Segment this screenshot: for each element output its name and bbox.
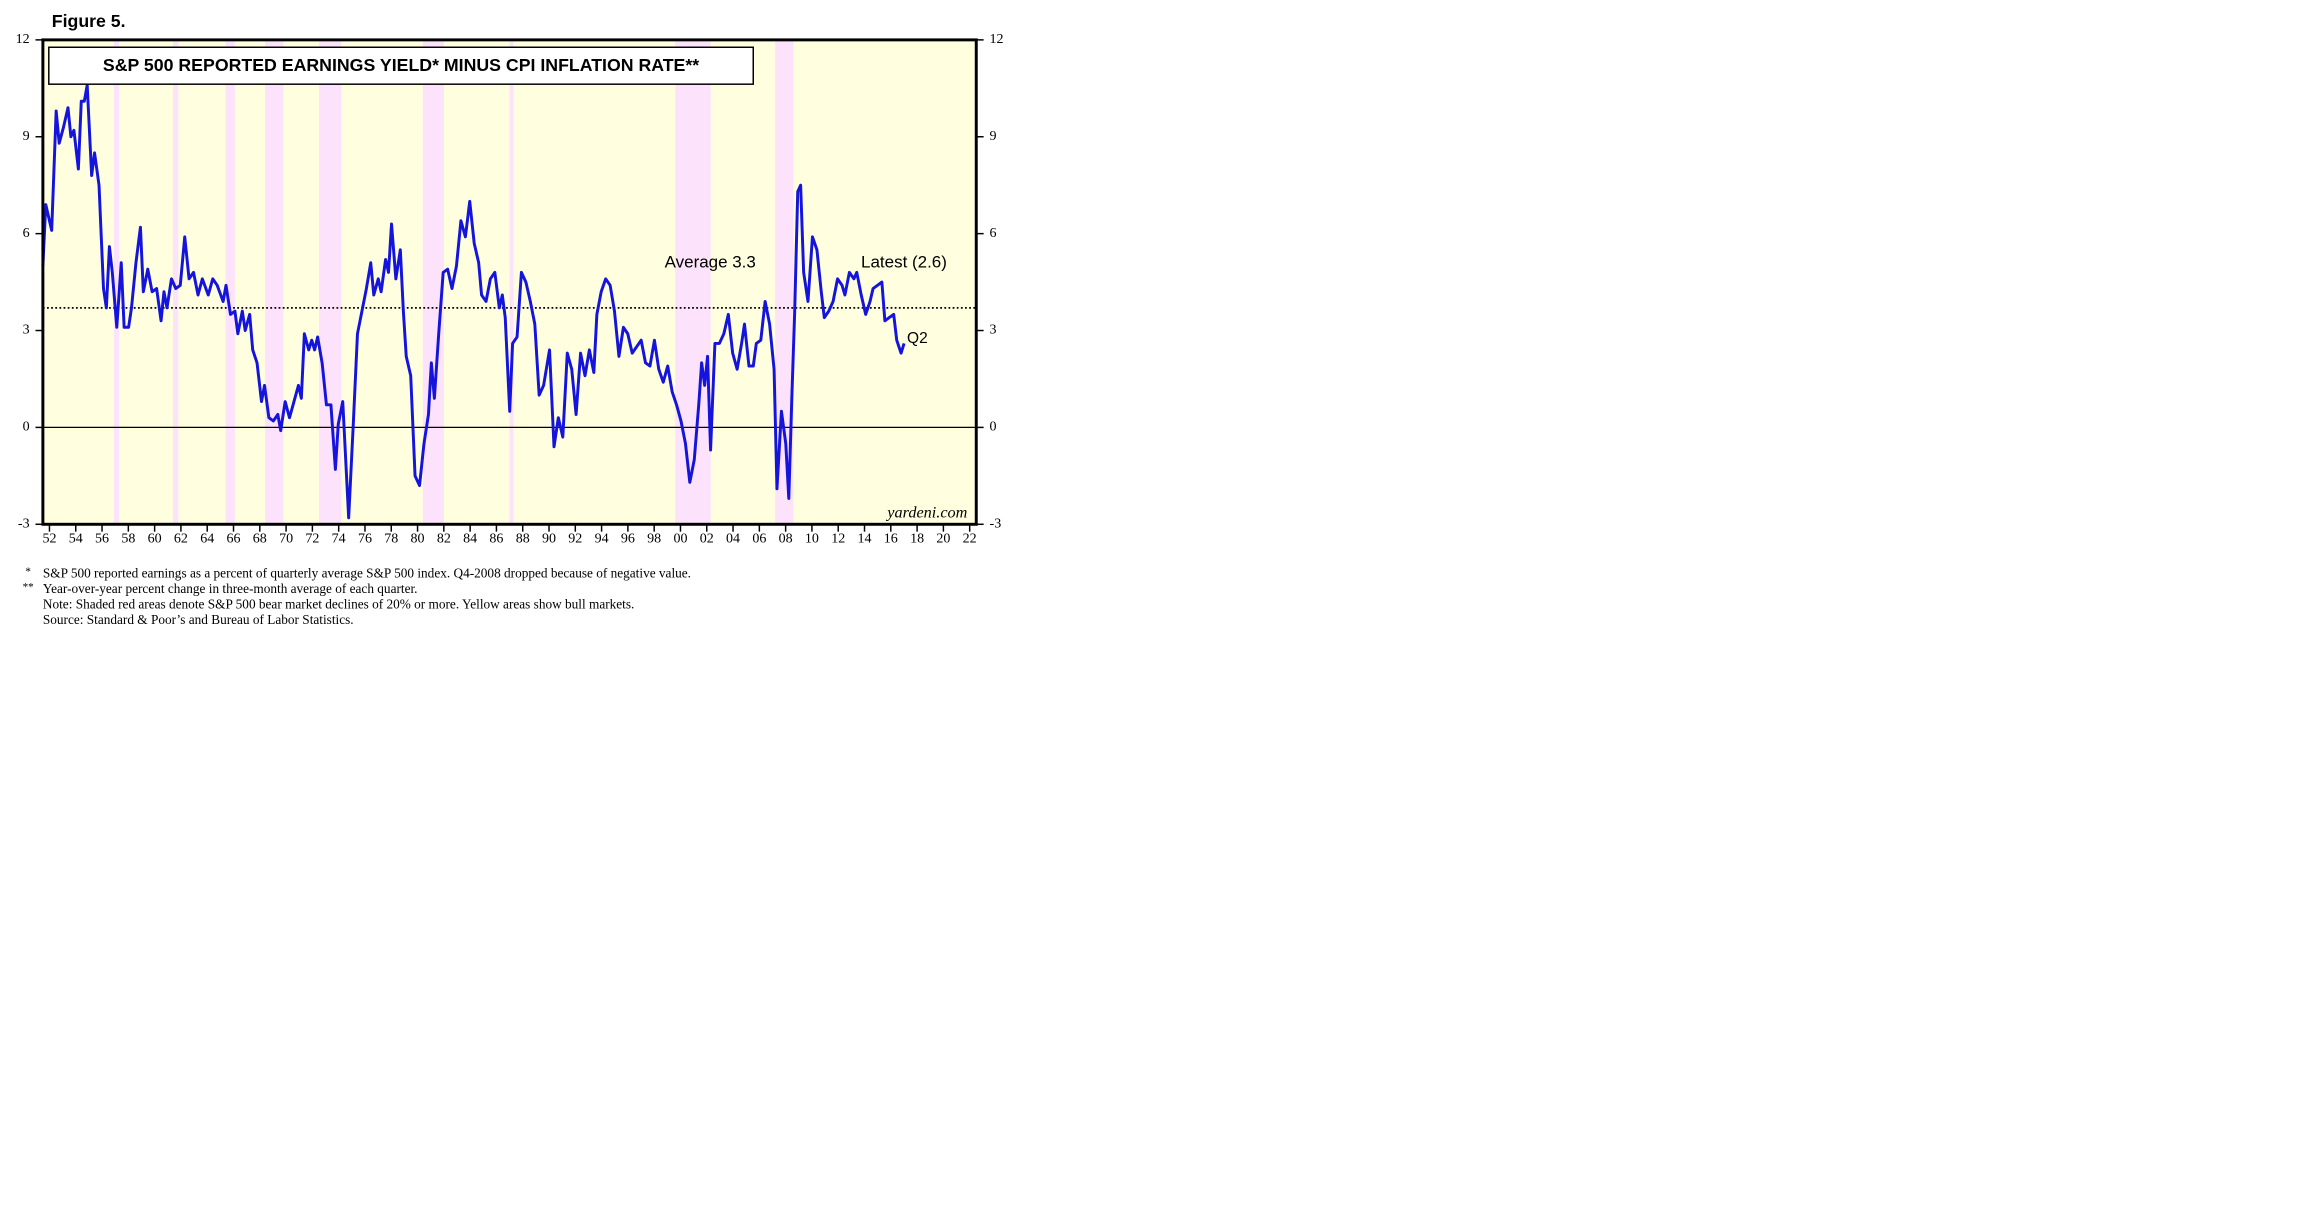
x-tick-label: 16 xyxy=(884,530,898,546)
y2-tick-label: 6 xyxy=(990,225,997,241)
footnote: Source: Standard & Poor’s and Bureau of … xyxy=(43,612,354,627)
x-tick-label: 98 xyxy=(647,530,661,546)
y2-tick-label: 9 xyxy=(990,128,997,144)
title-box xyxy=(48,46,754,85)
x-tick-label: 22 xyxy=(963,530,977,546)
x-tick-label: 76 xyxy=(358,530,372,546)
latest-label: Latest (2.6) xyxy=(861,252,947,271)
footnote-marker: ** xyxy=(23,581,34,593)
y2-tick-label: 3 xyxy=(990,322,997,338)
x-tick-label: 82 xyxy=(437,530,451,546)
y-tick-label: 9 xyxy=(23,128,30,144)
x-tick-label: 72 xyxy=(305,530,319,546)
footnote: Note: Shaded red areas denote S&P 500 be… xyxy=(43,597,634,612)
x-tick-label: 10 xyxy=(805,530,819,546)
x-tick-label: 56 xyxy=(95,530,109,546)
y-tick-label: 0 xyxy=(23,419,30,435)
x-tick-label: 00 xyxy=(673,530,687,546)
x-tick-label: 18 xyxy=(910,530,924,546)
source-label: yardeni.com xyxy=(885,504,967,522)
x-tick-label: 20 xyxy=(936,530,950,546)
x-tick-label: 04 xyxy=(726,530,740,546)
bear-market-shade xyxy=(113,39,120,525)
x-tick-label: 68 xyxy=(253,530,267,546)
x-tick-label: 94 xyxy=(595,530,609,546)
bear-market-shade xyxy=(318,39,342,525)
x-tick-label: 90 xyxy=(542,530,556,546)
y-tick-label: 12 xyxy=(16,31,30,47)
x-tick-label: 96 xyxy=(621,530,635,546)
figure-label: Figure 5. xyxy=(52,11,126,31)
x-tick-label: 58 xyxy=(121,530,135,546)
data-line xyxy=(41,83,906,520)
x-tick-label: 12 xyxy=(831,530,845,546)
footnote: S&P 500 reported earnings as a percent o… xyxy=(43,566,691,581)
y-tick-label: 3 xyxy=(23,322,30,338)
bear-market-shade xyxy=(675,39,711,525)
last-point-label: Q2 xyxy=(907,330,928,347)
y2-tick-label: -3 xyxy=(990,516,1002,532)
average-label: Average 3.3 xyxy=(665,252,756,271)
x-tick-label: 62 xyxy=(174,530,188,546)
bear-market-shade xyxy=(173,39,179,525)
footnote-marker: * xyxy=(25,566,31,578)
bear-market-shade xyxy=(775,39,794,525)
x-tick-label: 78 xyxy=(384,530,398,546)
y2-tick-label: 12 xyxy=(990,31,1004,47)
x-tick-label: 70 xyxy=(279,530,293,546)
bear-market-shade xyxy=(422,39,444,525)
x-tick-label: 06 xyxy=(752,530,766,546)
y-tick-label: -3 xyxy=(18,516,30,532)
y2-tick-label: 0 xyxy=(990,419,997,435)
x-tick-label: 54 xyxy=(69,530,83,546)
x-tick-label: 14 xyxy=(858,530,872,546)
bear-market-shade xyxy=(225,39,235,525)
x-tick-label: 64 xyxy=(200,530,214,546)
x-tick-label: 86 xyxy=(489,530,503,546)
x-tick-label: 80 xyxy=(411,530,425,546)
x-tick-label: 92 xyxy=(568,530,582,546)
chart-title: S&P 500 REPORTED EARNINGS YIELD* MINUS C… xyxy=(103,55,699,75)
x-tick-label: 74 xyxy=(332,530,346,546)
plot-frame xyxy=(41,38,978,526)
x-tick-label: 60 xyxy=(148,530,162,546)
x-tick-label: 84 xyxy=(463,530,477,546)
x-tick-label: 02 xyxy=(700,530,714,546)
x-tick-label: 66 xyxy=(226,530,240,546)
x-tick-label: 52 xyxy=(42,530,56,546)
footnote: Year-over-year percent change in three-m… xyxy=(43,581,418,596)
bear-market-shade xyxy=(265,39,284,525)
x-tick-label: 08 xyxy=(779,530,793,546)
x-tick-label: 88 xyxy=(516,530,530,546)
y-tick-label: 6 xyxy=(23,225,30,241)
bear-market-shade xyxy=(509,39,514,525)
